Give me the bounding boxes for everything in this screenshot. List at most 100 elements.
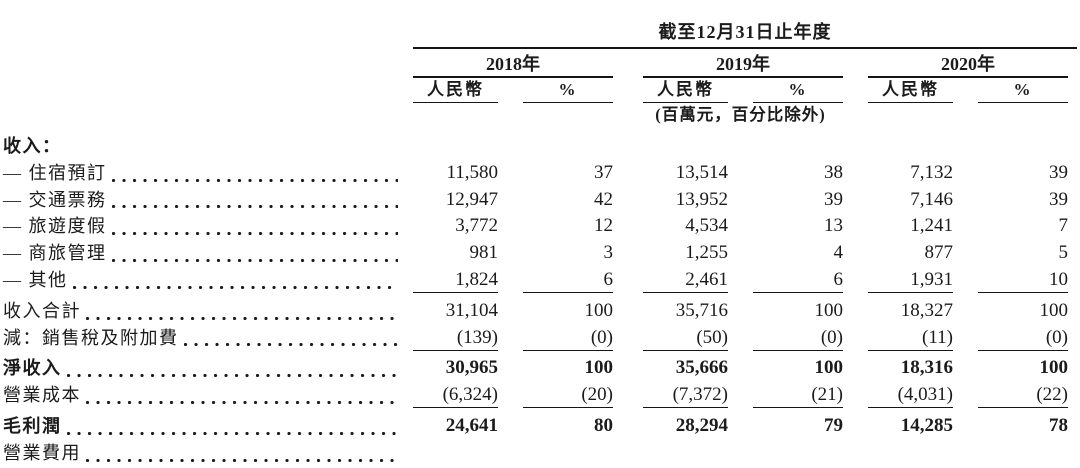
cell-2020-pct: (0) bbox=[978, 325, 1068, 351]
cell-2018-pct: 6 bbox=[523, 267, 613, 294]
cell-2020-rmb: 1,241 bbox=[910, 215, 953, 237]
row-label: 收入： bbox=[3, 136, 62, 156]
table-row: — 商旅管理 981 3 1,255 4 877 5 bbox=[0, 240, 1080, 267]
row-label-cell: 營業費用 bbox=[0, 440, 400, 467]
table-body: 收入： — 住宿預訂 11,580 37 13,514 38 7,132 39 … bbox=[0, 133, 1080, 467]
row-label-cell: — 交通票務 bbox=[0, 187, 400, 214]
table-row: 營業成本 (6,324) (20) (7,372) (21) (4,031) (… bbox=[0, 382, 1080, 409]
header-2020-currency: 人民幣 bbox=[868, 78, 953, 103]
cell-2019-rmb: 1,255 bbox=[685, 242, 728, 264]
cell-2018-rmb: 24,641 bbox=[445, 414, 498, 436]
dot-leader bbox=[86, 458, 398, 462]
table-row: 收入： bbox=[0, 133, 1080, 160]
cell-2020-rmb: 1,931 bbox=[868, 267, 953, 294]
dot-leader bbox=[111, 258, 398, 262]
cell-2019-rmb: (7,372) bbox=[643, 382, 728, 409]
cell-2020-rmb bbox=[868, 440, 953, 467]
dot-leader bbox=[183, 343, 398, 347]
cell-2020-pct bbox=[978, 440, 1068, 467]
dot-leader bbox=[111, 232, 398, 236]
cell-2020-pct: (22) bbox=[978, 382, 1068, 409]
cell-2020-rmb: 14,285 bbox=[900, 414, 953, 436]
row-label-cell: — 商旅管理 bbox=[0, 240, 400, 267]
header-2020-percent: % bbox=[978, 78, 1068, 103]
table-row: 淨收入 30,965 100 35,666 100 18,316 100 bbox=[0, 355, 1080, 382]
header-2019-currency: 人民幣 bbox=[643, 78, 728, 103]
cell-2018-rmb: (6,324) bbox=[413, 382, 498, 409]
cell-2019-rmb: 28,294 bbox=[675, 414, 728, 436]
row-label: 毛利潤 bbox=[3, 415, 62, 436]
cell-2020-pct: 5 bbox=[1058, 242, 1069, 264]
table-row: 收入合計 31,104 100 35,716 100 18,327 100 bbox=[0, 298, 1080, 325]
year-column-2019: 2019年 bbox=[643, 52, 843, 78]
cell-2019-pct: 100 bbox=[814, 357, 844, 379]
cell-2019-pct: (21) bbox=[753, 382, 843, 409]
cell-2018-pct bbox=[523, 133, 613, 160]
year-column-2018: 2018年 bbox=[413, 52, 613, 78]
cell-2020-pct: 39 bbox=[1049, 161, 1068, 183]
row-label: 營業成本 bbox=[3, 385, 81, 406]
table-row: 營業費用 bbox=[0, 440, 1080, 467]
cell-2019-rmb: 35,666 bbox=[675, 357, 728, 379]
row-label: — 交通票務 bbox=[3, 189, 107, 210]
cell-2019-pct: 79 bbox=[824, 414, 843, 436]
cell-2020-rmb: (11) bbox=[868, 325, 953, 351]
row-label-cell: — 住宿預訂 bbox=[0, 160, 400, 187]
header-2019-percent: % bbox=[753, 78, 843, 103]
dot-leader bbox=[72, 285, 398, 289]
row-label: 減：銷售稅及附加費 bbox=[3, 327, 179, 348]
dot-leader bbox=[66, 374, 398, 378]
cell-2020-pct: 39 bbox=[1049, 188, 1068, 210]
header-2018-currency: 人民幣 bbox=[413, 78, 498, 103]
cell-2019-pct: 13 bbox=[824, 215, 843, 237]
cell-2020-pct: 10 bbox=[978, 267, 1068, 294]
dot-leader bbox=[86, 400, 398, 404]
cell-2020-rmb bbox=[868, 133, 953, 160]
dot-leader bbox=[111, 205, 398, 209]
cell-2020-pct: 78 bbox=[1049, 414, 1068, 436]
cell-2020-rmb: 7,146 bbox=[910, 188, 953, 210]
row-label-cell: 收入合計 bbox=[0, 298, 400, 325]
cell-2018-pct: (0) bbox=[523, 325, 613, 351]
cell-2018-rmb: 31,104 bbox=[445, 299, 498, 321]
row-label: 淨收入 bbox=[3, 358, 62, 379]
dot-leader bbox=[66, 431, 398, 435]
row-label: — 其他 bbox=[3, 269, 68, 290]
dot-leader bbox=[111, 178, 398, 182]
table-row: 減：銷售稅及附加費 (139) (0) (50) (0) (11) (0) bbox=[0, 325, 1080, 352]
cell-2018-rmb: 12,947 bbox=[445, 188, 498, 210]
cell-2019-rmb: 2,461 bbox=[643, 267, 728, 294]
cell-2018-pct: 3 bbox=[603, 242, 614, 264]
cell-2020-rmb: 18,327 bbox=[900, 299, 953, 321]
table-row: 毛利潤 24,641 80 28,294 79 14,285 78 bbox=[0, 413, 1080, 440]
table-row: — 住宿預訂 11,580 37 13,514 38 7,132 39 bbox=[0, 160, 1080, 187]
cell-2019-pct: 38 bbox=[824, 161, 843, 183]
row-label-cell: 減：銷售稅及附加費 bbox=[0, 325, 400, 352]
cell-2018-rmb: 11,580 bbox=[446, 161, 498, 183]
cell-2018-rmb: 1,824 bbox=[413, 267, 498, 294]
year-header-row: 2018年 2019年 2020年 bbox=[413, 52, 1080, 78]
cell-2019-rmb: 13,514 bbox=[675, 161, 728, 183]
row-label: — 旅遊度假 bbox=[3, 216, 107, 237]
cell-2019-rmb bbox=[643, 440, 728, 467]
row-label: 營業費用 bbox=[3, 442, 81, 463]
row-label-cell: 營業成本 bbox=[0, 382, 400, 409]
cell-2020-rmb: (4,031) bbox=[868, 382, 953, 409]
cell-2020-pct bbox=[978, 133, 1068, 160]
cell-2019-pct: 4 bbox=[833, 242, 844, 264]
cell-2018-pct: 100 bbox=[584, 299, 614, 321]
cell-2020-rmb: 18,316 bbox=[900, 357, 953, 379]
table-title: 截至12月31日止年度 bbox=[658, 22, 832, 42]
table-row: — 旅遊度假 3,772 12 4,534 13 1,241 7 bbox=[0, 213, 1080, 240]
cell-2018-pct: 100 bbox=[584, 357, 614, 379]
cell-2019-pct: (0) bbox=[753, 325, 843, 351]
cell-2019-pct bbox=[753, 440, 843, 467]
cell-2018-rmb: 3,772 bbox=[455, 215, 498, 237]
cell-2018-pct: 12 bbox=[594, 215, 613, 237]
cell-2019-rmb: (50) bbox=[643, 325, 728, 351]
cell-2020-pct: 100 bbox=[1039, 357, 1069, 379]
cell-2018-rmb: 30,965 bbox=[445, 357, 498, 379]
row-label: 收入合計 bbox=[3, 300, 81, 321]
cell-2018-pct: 37 bbox=[594, 161, 613, 183]
row-label-cell: 淨收入 bbox=[0, 355, 400, 382]
